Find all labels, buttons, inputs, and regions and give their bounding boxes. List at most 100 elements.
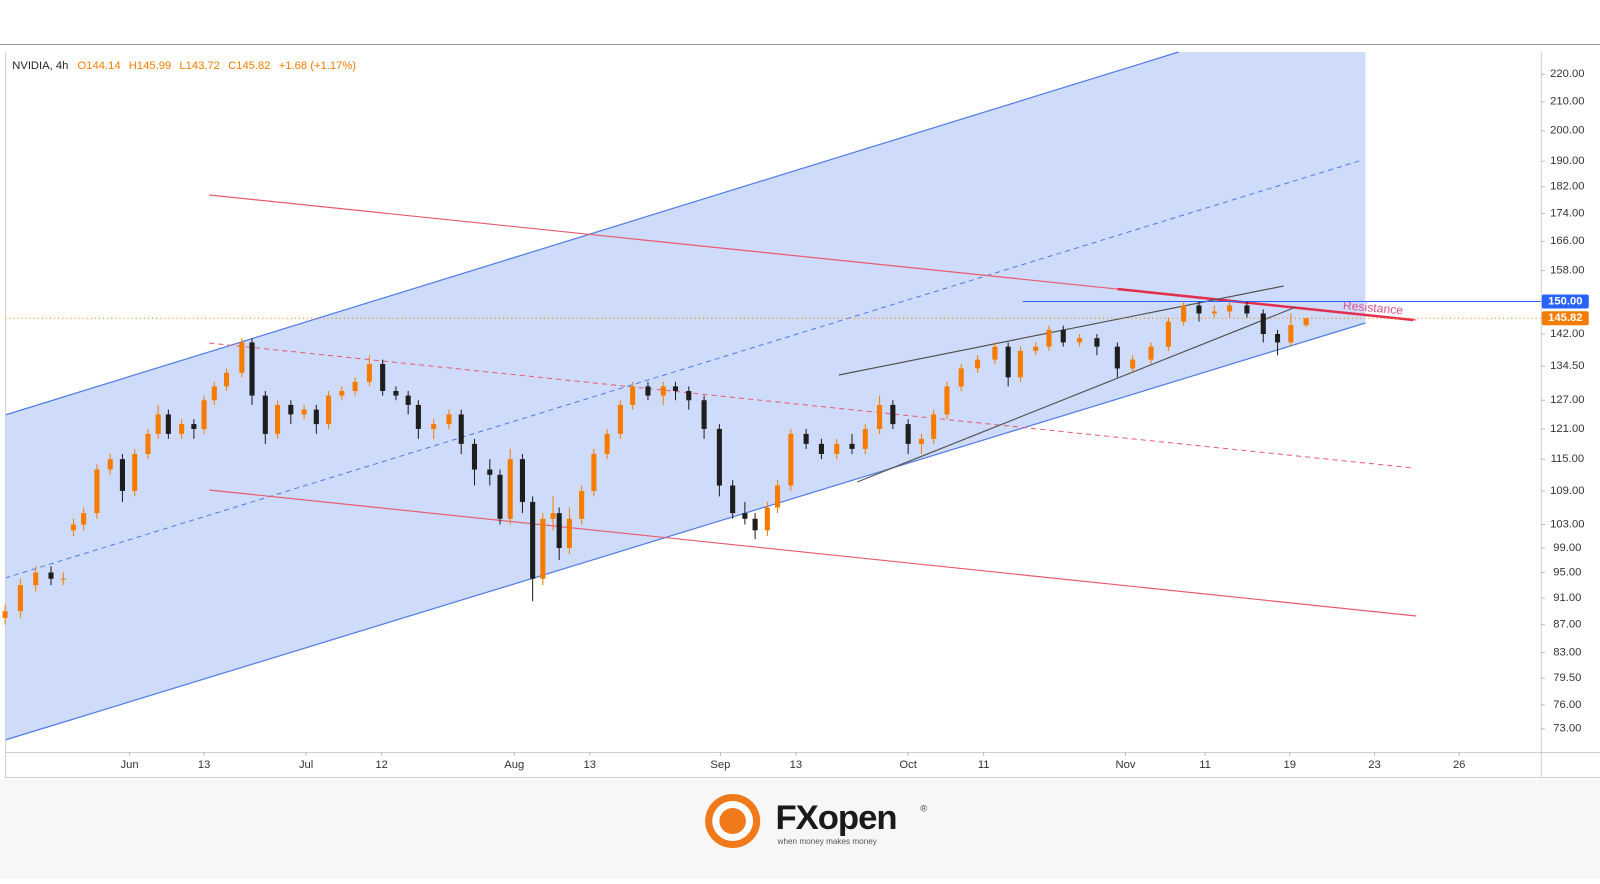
candle-body (660, 386, 666, 396)
candle-body (992, 346, 998, 360)
candle-body (672, 386, 679, 391)
x-tick-label: Sep (710, 759, 730, 771)
candle-body (579, 490, 585, 519)
candle-body (145, 433, 151, 454)
candle-body (1211, 311, 1217, 314)
candle-body (1303, 318, 1309, 326)
candle-body (313, 409, 319, 425)
channel-upper (4, 51, 1179, 416)
top-bar (0, 0, 1600, 44)
annotation: Resistance (1342, 298, 1404, 317)
candle-body (165, 414, 171, 434)
legend-field: +1.68 (+1.17%) (279, 60, 357, 72)
candle-body (1148, 346, 1154, 360)
candle-body (975, 359, 981, 369)
resistance-line (1117, 287, 1414, 322)
price-level-label: 145.82 (1548, 312, 1582, 324)
y-tick-label: 76.00 (1553, 699, 1581, 711)
x-tick-label: 11 (1199, 759, 1211, 771)
candle-body (497, 474, 503, 519)
y-tick-label: 91.00 (1553, 592, 1581, 604)
candle-body (471, 443, 478, 470)
candle-body (530, 501, 536, 579)
price-level-tag (1541, 294, 1589, 309)
x-tick-label: 26 (1453, 759, 1465, 771)
x-tick-label: 13 (790, 759, 802, 771)
channel-fill (5, 52, 1366, 740)
price-level-tag (1541, 311, 1589, 326)
candle-body (487, 469, 493, 475)
candle-body (550, 513, 556, 519)
y-tick-label: 121.00 (1550, 423, 1584, 435)
brand-mark: ® (920, 803, 927, 813)
price-level-label: 150.00 (1548, 295, 1582, 307)
candle-body (119, 459, 125, 491)
x-tick-label: Aug (504, 759, 524, 771)
candle-body (239, 342, 245, 373)
candle-body (275, 404, 281, 434)
candle-body (686, 390, 692, 401)
candle-body (591, 453, 597, 491)
candle-body (566, 518, 572, 549)
y-tick-label: 200.00 (1550, 125, 1584, 137)
candle-body (1114, 346, 1120, 369)
candle-body (70, 524, 77, 531)
x-tick-label: Jun (121, 759, 139, 771)
candle-body (155, 414, 161, 434)
y-tick-label: 182.00 (1550, 181, 1584, 193)
candle-body (1130, 359, 1136, 369)
candle-body (191, 424, 197, 429)
candle-body (1165, 321, 1171, 347)
candle-body (877, 404, 883, 429)
candle-body (405, 395, 411, 405)
candle-body (132, 453, 138, 491)
candle-body (1017, 350, 1023, 378)
candle-body (393, 390, 399, 396)
y-tick-label: 134.50 (1550, 360, 1584, 372)
footer-bg (0, 780, 1600, 879)
legend-symbol: NVIDIA, 4h (12, 60, 68, 72)
candle-body (431, 424, 437, 429)
candle-body (630, 386, 636, 405)
candle-body (1033, 346, 1039, 351)
candle-body (788, 433, 794, 486)
x-tick-label: 12 (375, 759, 387, 771)
y-tick-label: 220.00 (1550, 68, 1584, 80)
candle-body (1227, 305, 1233, 312)
candle-body (1005, 346, 1011, 378)
candle-body (1046, 329, 1052, 347)
candle-body (1181, 305, 1187, 322)
candle-body (701, 400, 707, 429)
x-tick-label: 11 (978, 759, 990, 771)
y-tick-label: 109.00 (1550, 485, 1584, 497)
candle-body (818, 443, 824, 454)
candle-body (604, 433, 610, 454)
legend-field: C145.82 (228, 60, 270, 72)
candle-body (617, 404, 623, 434)
y-tick-label: 99.00 (1553, 542, 1581, 554)
candle-body (764, 507, 770, 531)
brand: FXopen (776, 799, 897, 837)
candle-body (1196, 305, 1202, 314)
y-tick-label: 95.00 (1553, 566, 1581, 578)
logo-emblem-core (719, 808, 746, 834)
candle-body (107, 459, 113, 470)
candle-body (94, 469, 100, 514)
y-tick-label: 83.00 (1553, 647, 1581, 659)
y-tick-label: 73.00 (1553, 723, 1581, 735)
candle-body (645, 386, 651, 396)
candle-body (81, 513, 87, 525)
candle-body (862, 428, 868, 449)
candle-body (211, 386, 217, 401)
legend-field: O144.14 (78, 60, 121, 72)
candle-body (540, 518, 546, 579)
candle-body (752, 518, 758, 531)
x-tick-label: Nov (1116, 759, 1136, 771)
candle-body (339, 390, 345, 396)
y-tick-label: 115.00 (1551, 453, 1584, 465)
x-tick-label: 23 (1368, 759, 1380, 771)
candle-body (380, 363, 386, 391)
candle-body (366, 363, 372, 382)
candle-body (918, 438, 924, 444)
